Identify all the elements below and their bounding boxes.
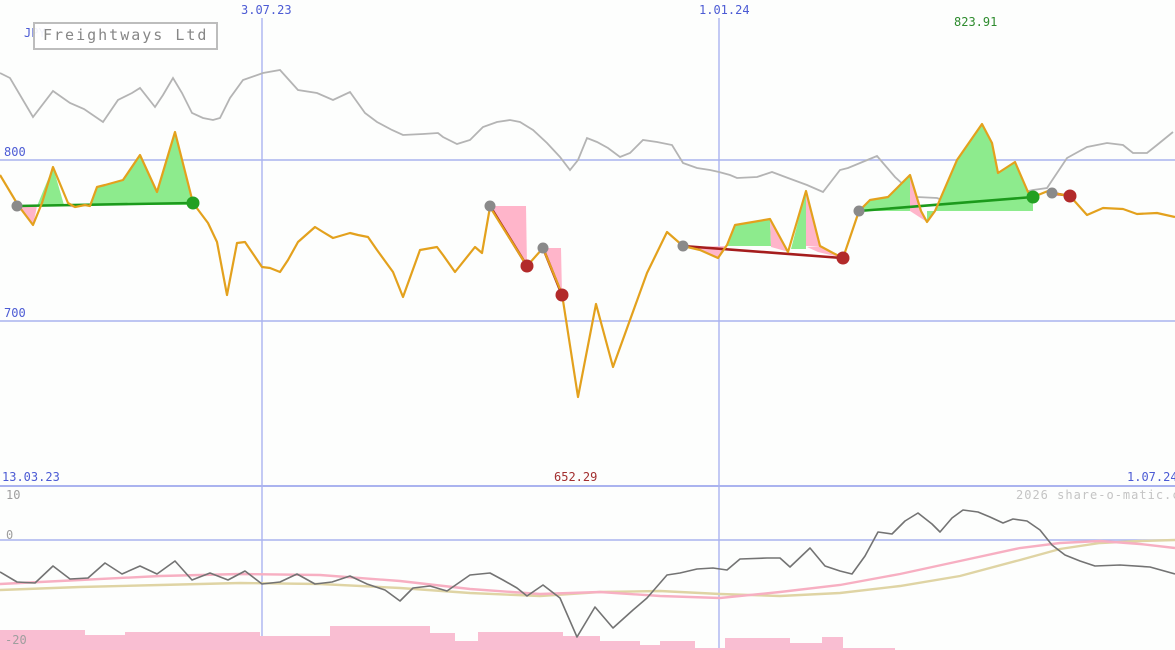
trend-markers — [11, 187, 1077, 302]
instrument-title: Freightways Ltd — [33, 22, 219, 50]
x-grid-date-label-2: 1.01.24 — [699, 3, 750, 17]
x-axis-end-date: 1.07.24 — [1127, 470, 1175, 484]
grid-lines — [0, 18, 1175, 650]
signal-line-tan — [0, 538, 1175, 598]
watermark: 2026 share-o-matic.com — [1016, 488, 1175, 502]
trend-low-value-label: 652.29 — [554, 470, 598, 484]
y-axis-label-700: 700 — [4, 306, 26, 320]
volume-area — [0, 626, 895, 650]
trend-high-value-label: 823.91 — [954, 15, 998, 29]
x-axis-start-date: 13.03.23 — [2, 470, 60, 484]
oscillator-line — [0, 509, 1175, 638]
x-grid-date-label-1: 3.07.23 — [241, 3, 292, 17]
oscillator-label-neg20: -20 — [5, 633, 27, 647]
oscillator-label-10: 10 — [6, 488, 21, 502]
trend-fills — [17, 124, 1070, 294]
signal-line-pink — [0, 539, 1175, 600]
y-axis-label-800: 800 — [4, 145, 26, 159]
price-line — [0, 122, 1175, 399]
oscillator-label-0: 0 — [6, 528, 14, 542]
